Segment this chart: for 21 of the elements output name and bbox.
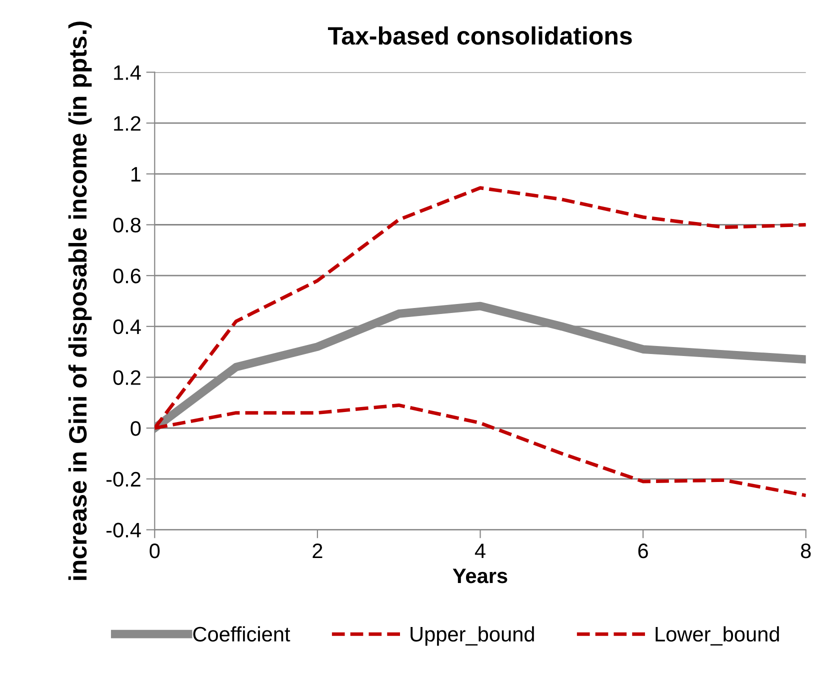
y-tick-label: 1.2 <box>114 116 140 131</box>
y-axis-title: increase in Gini of disposable income (in ppts.) <box>68 22 92 580</box>
x-tick-label: 0 <box>150 544 160 558</box>
x-tick-label: 2 <box>312 544 322 558</box>
legend-label: Upper_bound <box>410 626 534 646</box>
y-tick-label: -0.4 <box>106 522 141 538</box>
y-tick-label: 0.6 <box>113 268 141 284</box>
legend-label: Lower_bound <box>656 626 779 646</box>
legend-label: Coefficient <box>193 626 290 642</box>
x-tick-label: 4 <box>474 544 486 558</box>
x-tick-label: 8 <box>800 544 811 558</box>
y-tick-label: 0.8 <box>113 218 141 232</box>
x-tick-label: 6 <box>638 544 648 558</box>
y-tick-label: 0.4 <box>113 319 141 334</box>
x-axis-title: Years <box>452 568 508 584</box>
y-tick-label: -0.2 <box>106 472 140 487</box>
chart-title: Tax-based consolidations <box>328 26 632 45</box>
y-tick-label: 0.2 <box>113 370 140 386</box>
y-tick-label: 1 <box>131 167 140 182</box>
y-tick-label: 1.4 <box>114 65 141 80</box>
y-tick-label: 0 <box>130 421 141 436</box>
